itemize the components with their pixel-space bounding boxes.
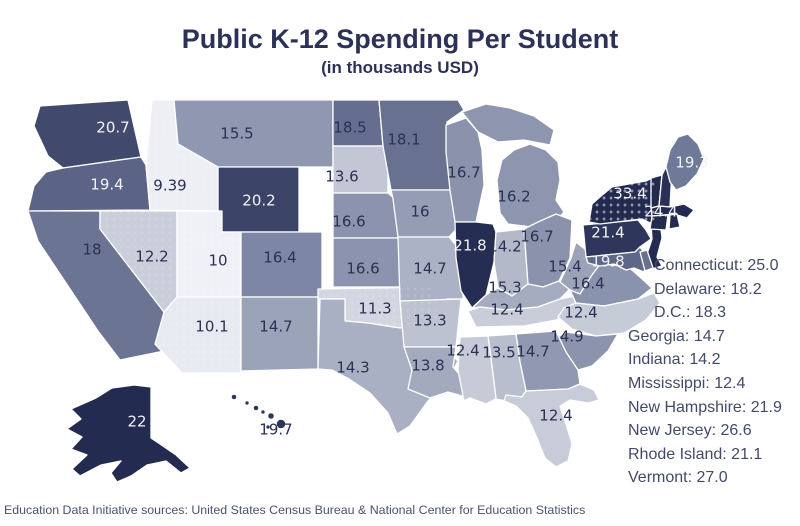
state-value-label-tx: 14.3 — [336, 359, 369, 377]
state-value-label-ny: 33.4 — [613, 185, 646, 203]
state-value-label-mo: 14.7 — [413, 260, 446, 278]
state-value-label-ia: 16 — [410, 203, 429, 221]
state-value-label-al: 13.5 — [482, 344, 515, 362]
state-value-label-ga: 14.7 — [516, 343, 549, 361]
state-michigan — [461, 103, 565, 228]
state-maine — [665, 133, 705, 191]
side-list-item: New Jersey: 26.6 — [628, 422, 752, 440]
state-florida — [503, 383, 600, 468]
source-attribution: Education Data Initiative sources: Unite… — [4, 503, 586, 517]
side-list-item: Vermont: 27.0 — [628, 469, 728, 487]
state-alaska — [66, 384, 191, 483]
state-value-label-wi: 16.7 — [447, 164, 480, 182]
state-value-label-ar: 13.3 — [413, 312, 446, 330]
side-list-item: Mississippi: 12.4 — [628, 374, 746, 392]
state-value-label-mn: 18.1 — [387, 131, 420, 149]
side-list-item: Connecticut: 25.0 — [654, 257, 779, 274]
state-value-label-la: 13.8 — [411, 357, 444, 375]
state-maryland — [585, 246, 649, 273]
state-value-label-wa: 20.7 — [96, 119, 129, 137]
state-value-label-co: 16.4 — [263, 249, 296, 267]
state-delaware — [639, 249, 654, 272]
state-value-label-tn: 12.4 — [490, 301, 523, 319]
state-value-label-nd: 18.5 — [333, 119, 366, 137]
state-value-label-wy: 20.2 — [242, 192, 275, 210]
state-value-label-in: 14.2 — [488, 238, 521, 256]
side-list-item: Georgia: 14.7 — [628, 327, 725, 345]
state-value-label-ms: 12.4 — [446, 342, 479, 360]
state-illinois — [454, 221, 497, 309]
side-list-item: Indiana: 14.2 — [628, 351, 721, 369]
state-hawaii — [231, 394, 286, 430]
state-value-label-az: 10.1 — [195, 318, 228, 336]
state-value-label-mt: 15.5 — [220, 125, 253, 143]
state-value-label-or: 19.4 — [90, 176, 123, 194]
state-rhode-island — [668, 213, 681, 230]
state-value-labels: 20.7 19.4 18 9.39 12.2 10 10.1 15.5 20.2 16.4 14.7… — [82, 119, 708, 439]
state-value-label-ky: 15.3 — [488, 279, 521, 297]
side-list-item: New Hampshire: 21.9 — [628, 398, 782, 416]
state-oregon — [27, 156, 151, 212]
state-value-label-ne: 16.6 — [332, 213, 365, 231]
chart-subtitle: (in thousands USD) — [321, 58, 479, 77]
state-value-label-ma: 24.4 — [644, 203, 677, 221]
state-value-label-va: 16.4 — [571, 275, 604, 293]
state-value-label-ak: 22 — [127, 413, 146, 431]
state-value-label-md: 19.8 — [591, 253, 624, 271]
chart-title: Public K-12 Spending Per Student — [181, 24, 619, 54]
small-states-list: Connecticut: 25.0 Delaware: 18.2 D.C.: 18.… — [628, 254, 782, 490]
state-north-carolina — [557, 292, 661, 337]
state-value-label-il: 21.8 — [453, 237, 486, 255]
state-value-label-hi: 19.7 — [259, 421, 292, 439]
state-louisiana — [403, 346, 468, 399]
state-value-label-nm: 14.7 — [259, 318, 292, 336]
state-value-label-sd: 13.6 — [325, 168, 358, 186]
state-value-label-ut: 10 — [208, 252, 227, 270]
state-value-label-ks: 16.6 — [346, 260, 379, 278]
state-value-label-pa: 21.4 — [591, 224, 624, 242]
state-value-label-id: 9.39 — [153, 177, 186, 195]
state-value-label-wv: 15.4 — [548, 258, 581, 276]
side-list-item: Rhode Island: 21.1 — [628, 445, 763, 463]
state-value-label-ca: 18 — [82, 241, 101, 259]
state-mississippi — [457, 335, 497, 405]
state-value-label-mi: 16.2 — [497, 188, 530, 206]
side-list-item: Delaware: 18.2 — [654, 280, 762, 298]
state-value-label-oh: 16.7 — [520, 228, 553, 246]
state-value-label-nc: 12.4 — [564, 304, 597, 322]
state-value-label-me: 19.3 — [675, 154, 708, 172]
state-value-label-fl: 12.4 — [539, 407, 572, 425]
side-list-item: D.C.: 18.3 — [654, 304, 727, 322]
state-value-label-nv: 12.2 — [135, 248, 168, 266]
state-value-label-sc: 14.9 — [550, 328, 583, 346]
state-value-label-ok: 11.3 — [358, 300, 391, 318]
